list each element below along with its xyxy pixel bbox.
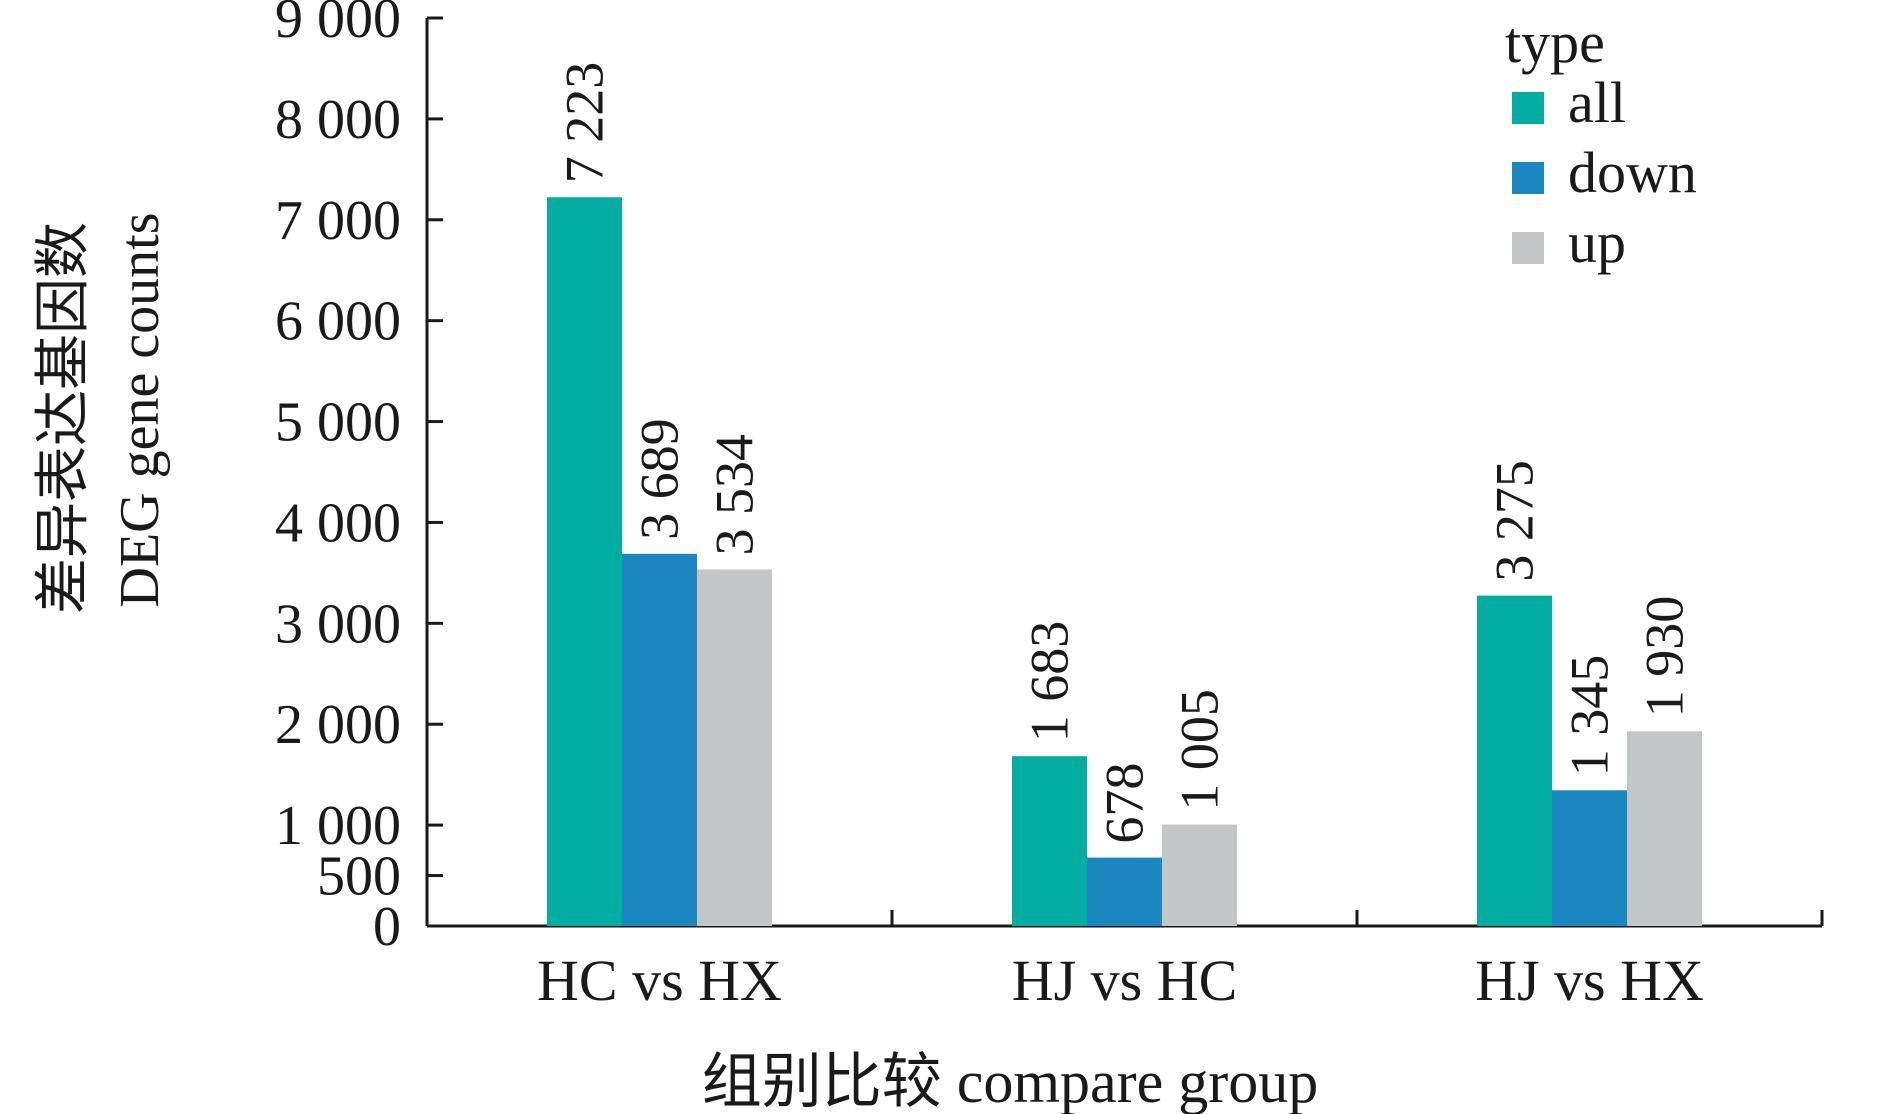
data-label: 7 223 xyxy=(555,62,615,184)
bar-up xyxy=(697,569,772,926)
data-label: 1 345 xyxy=(1560,655,1620,777)
bar-down xyxy=(1087,857,1162,926)
data-label: 3 689 xyxy=(630,418,690,540)
bar-up xyxy=(1627,731,1702,926)
y-tick-label: 4 000 xyxy=(275,492,401,554)
category-label: HJ vs HX xyxy=(1475,948,1704,1013)
legend-label-up: up xyxy=(1568,210,1626,275)
legend-label-all: all xyxy=(1568,70,1626,135)
data-label: 1 930 xyxy=(1635,596,1695,718)
bar-all xyxy=(547,197,622,927)
legend-swatch-all xyxy=(1512,92,1544,124)
data-label: 3 275 xyxy=(1485,460,1545,582)
bar-up xyxy=(1162,824,1237,926)
legend-swatch-down xyxy=(1512,162,1544,194)
legend-title: type xyxy=(1505,10,1605,75)
data-label: 678 xyxy=(1095,763,1155,844)
data-label: 3 534 xyxy=(705,434,765,556)
bar-down xyxy=(622,553,697,926)
bar-all xyxy=(1012,756,1087,926)
data-label: 1 683 xyxy=(1020,621,1080,743)
legend-label-down: down xyxy=(1568,140,1697,205)
y-axis-title-line-2: DEG gene counts xyxy=(109,212,171,607)
y-axis-title: 差异表达基因数 DEG gene counts xyxy=(33,212,171,614)
legend-swatch-up xyxy=(1512,232,1544,264)
x-axis-title: 组别比较 compare group xyxy=(702,1049,1319,1114)
y-tick-label: 500 xyxy=(317,846,401,908)
y-tick-label: 8 000 xyxy=(275,89,401,151)
data-label: 1 005 xyxy=(1170,689,1230,811)
y-tick-label: 3 000 xyxy=(275,593,401,655)
y-tick-label: 6 000 xyxy=(275,291,401,353)
y-tick-label: 7 000 xyxy=(275,190,401,252)
y-axis-title-line-1: 差异表达基因数 xyxy=(33,222,95,614)
y-tick-label: 0 xyxy=(373,896,401,958)
bar-down xyxy=(1552,790,1627,926)
category-label: HC vs HX xyxy=(537,948,782,1013)
bars xyxy=(547,197,1702,927)
y-tick-label: 2 000 xyxy=(275,694,401,756)
y-tick-label: 9 000 xyxy=(275,0,401,50)
bar-all xyxy=(1477,595,1552,926)
y-tick-label: 5 000 xyxy=(275,392,401,454)
category-label: HJ vs HC xyxy=(1012,948,1238,1013)
y-tick-label: 1 000 xyxy=(275,795,401,857)
